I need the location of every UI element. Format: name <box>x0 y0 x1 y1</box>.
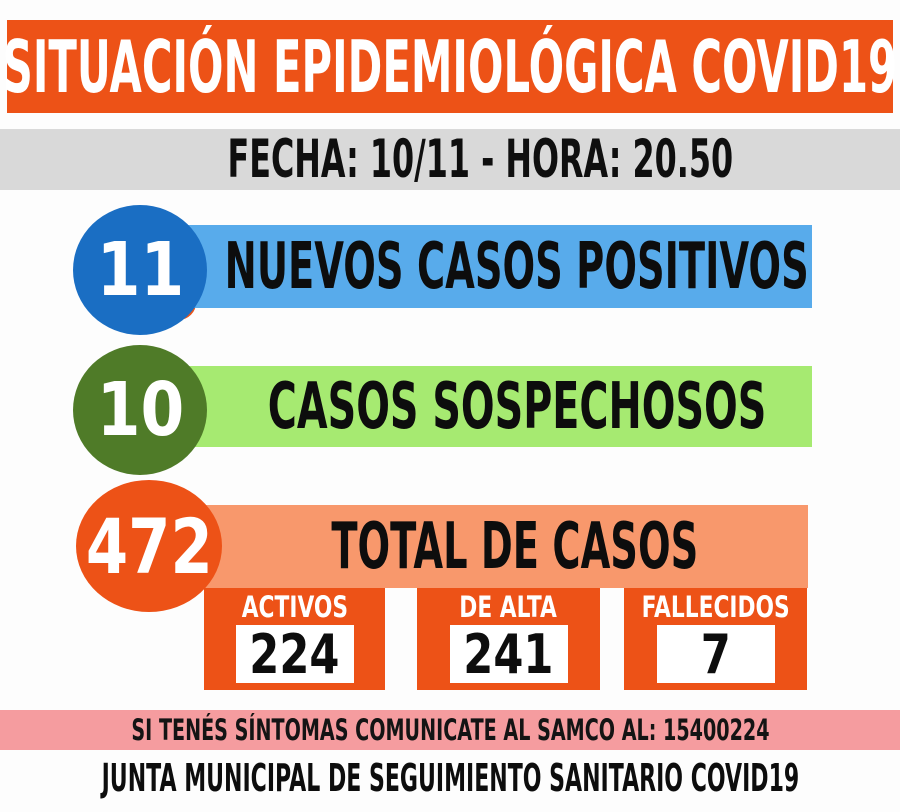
deceased-cases-value: 7 <box>700 622 731 686</box>
footer: JUNTA MUNICIPAL DE SEGUIMIENTO SANITARIO… <box>0 752 900 804</box>
hotline-text: SI TENÉS SÍNTOMAS COMUNICATE AL SAMCO AL… <box>130 713 770 747</box>
suspected-cases-count-circle: 10 <box>73 345 207 475</box>
total-cases-count-circle: 472 <box>76 480 222 612</box>
active-cases-label-wrap: ACTIVOS <box>204 588 385 625</box>
total-cases-count: 472 <box>85 501 213 591</box>
suspected-cases-label: CASOS SOSPECHOSOS <box>267 369 767 444</box>
hotline-bar: SI TENÉS SÍNTOMAS COMUNICATE AL SAMCO AL… <box>0 710 900 750</box>
suspected-cases-bar: CASOS SOSPECHOSOS <box>112 366 812 447</box>
active-cases-box: ACTIVOS 224 <box>204 588 385 690</box>
total-cases-bar: TOTAL DE CASOS <box>112 505 808 588</box>
positive-cases-label: NUEVOS CASOS POSITIVOS <box>224 229 810 304</box>
suspected-cases-count: 10 <box>96 367 184 453</box>
active-cases-value-box: 224 <box>235 622 354 686</box>
positive-cases-bar: NUEVOS CASOS POSITIVOS <box>112 225 812 308</box>
deceased-cases-label: FALLECIDOS <box>641 589 790 624</box>
poster-title: SITUACIÓN EPIDEMIOLÓGICA COVID19 <box>2 24 898 109</box>
title-banner: SITUACIÓN EPIDEMIOLÓGICA COVID19 <box>3 20 897 113</box>
recovered-cases-box: DE ALTA 241 <box>417 588 600 690</box>
recovered-cases-label: DE ALTA <box>459 589 558 624</box>
total-cases-label-wrap: TOTAL DE CASOS <box>222 505 808 588</box>
active-cases-value: 224 <box>249 622 340 686</box>
date-time-text: FECHA: 10/11 - HORA: 20.50 <box>227 129 733 190</box>
deceased-cases-value-box: 7 <box>656 622 775 686</box>
recovered-cases-label-wrap: DE ALTA <box>417 588 600 625</box>
date-bar: FECHA: 10/11 - HORA: 20.50 <box>0 129 900 320</box>
deceased-cases-box: FALLECIDOS 7 <box>624 588 807 690</box>
recovered-cases-value: 241 <box>463 622 554 686</box>
positive-cases-count-circle: 11 <box>73 205 207 335</box>
footer-text: JUNTA MUNICIPAL DE SEGUIMIENTO SANITARIO… <box>101 756 799 800</box>
positive-cases-label-wrap: NUEVOS CASOS POSITIVOS <box>222 225 812 308</box>
suspected-cases-label-wrap: CASOS SOSPECHOSOS <box>222 366 812 447</box>
positive-cases-count: 11 <box>96 227 184 313</box>
recovered-cases-value-box: 241 <box>449 622 568 686</box>
deceased-cases-label-wrap: FALLECIDOS <box>624 588 807 625</box>
total-cases-label: TOTAL DE CASOS <box>331 509 699 584</box>
active-cases-label: ACTIVOS <box>241 589 348 624</box>
